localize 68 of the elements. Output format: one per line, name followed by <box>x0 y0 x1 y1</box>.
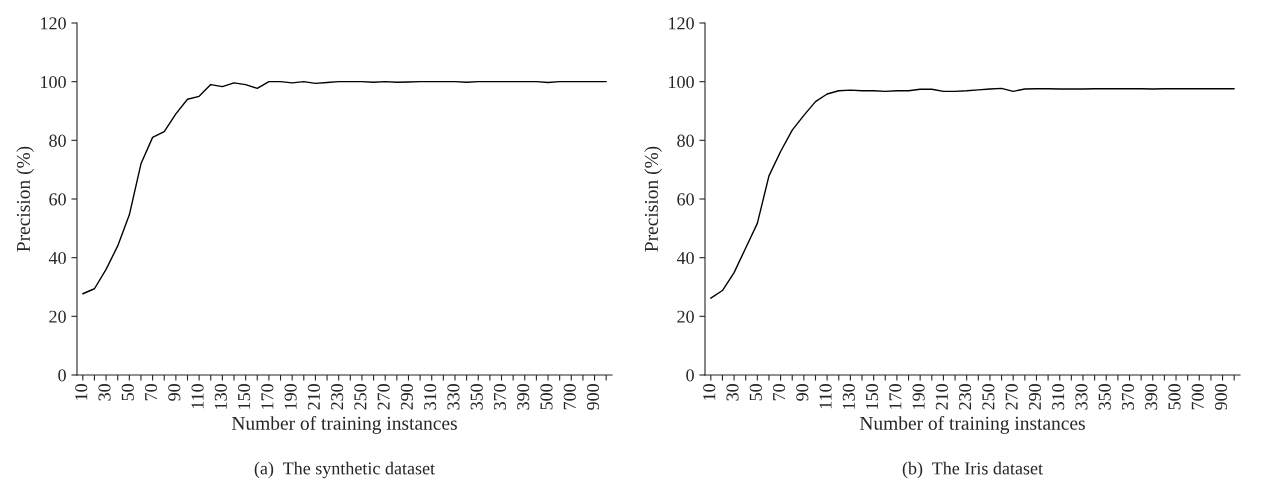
x-tick-label: 500 <box>540 384 553 410</box>
x-tick-label: 70 <box>772 384 786 401</box>
x-tick-label: 210 <box>307 384 320 410</box>
x-tick-label: 230 <box>959 384 972 410</box>
x-tick-label: 190 <box>284 384 297 409</box>
x-tick-label: 130 <box>214 384 227 409</box>
x-tick-label: 90 <box>168 384 181 401</box>
x-tick-label: 330 <box>447 384 460 410</box>
text: (a) The synthetic dataset <box>254 461 435 479</box>
x-tick-label: 50 <box>121 384 134 401</box>
x-tick-label: 330 <box>1075 384 1088 410</box>
x-tick-label: 700 <box>1191 384 1204 410</box>
x-tick-label: 310 <box>424 384 437 410</box>
y-tick-label: 0 <box>58 369 66 382</box>
x-tick-label: 390 <box>517 384 530 410</box>
x-tick-label: 30 <box>98 384 111 401</box>
x-tick-label: 370 <box>1121 384 1135 410</box>
x-tick-label: 370 <box>493 384 507 410</box>
x-tick-label: 310 <box>1052 384 1065 410</box>
y-tick-label: 120 <box>669 17 694 30</box>
text: (b) The Iris dataset <box>902 461 1043 479</box>
x-tick-label: 170 <box>889 384 902 409</box>
x-axis-title: Number of training instances <box>231 415 457 434</box>
x-tick-label: 350 <box>470 384 483 410</box>
x-tick-label: 290 <box>1028 384 1041 410</box>
y-tick-label: 20 <box>49 310 66 323</box>
line-series <box>82 80 607 295</box>
x-tick-label: 90 <box>796 384 809 401</box>
y-tick-label: 100 <box>41 75 66 89</box>
line-series <box>710 87 1235 299</box>
x-axis-title: Number of training instances <box>859 415 1085 434</box>
x-tick-label: 50 <box>749 384 762 401</box>
y-tick-label: 80 <box>49 134 66 147</box>
y-tick-label: 100 <box>669 75 694 89</box>
x-tick-label: 900 <box>586 384 600 410</box>
y-tick-label: 120 <box>41 17 66 30</box>
x-tick-label: 10 <box>75 384 88 400</box>
x-tick-label: 700 <box>563 384 576 410</box>
x-tick-label: 900 <box>1214 384 1228 410</box>
y-axis-title: Precision (%) <box>16 146 34 252</box>
x-tick-label: 150 <box>865 384 879 409</box>
x-tick-label: 270 <box>1005 384 1018 410</box>
y-tick-label: 60 <box>677 193 694 206</box>
x-tick-label: 270 <box>377 384 390 410</box>
x-tick-label: 70 <box>144 384 158 401</box>
x-tick-label: 390 <box>1145 384 1158 410</box>
x-tick-label: 230 <box>331 384 344 410</box>
y-tick-label: 20 <box>677 310 694 323</box>
x-tick-label: 130 <box>842 384 855 409</box>
x-tick-label: 10 <box>703 384 716 400</box>
y-tick-label: 40 <box>48 251 66 265</box>
y-axis-title: Precision (%) <box>644 146 662 252</box>
y-tick-label: 80 <box>677 134 694 147</box>
x-tick-label: 350 <box>1098 384 1111 410</box>
x-tick-label: 30 <box>726 384 739 401</box>
x-tick-label: 250 <box>354 384 367 410</box>
x-tick-label: 110 <box>819 384 832 409</box>
y-tick-label: 60 <box>49 193 66 206</box>
x-tick-label: 210 <box>935 384 948 410</box>
x-tick-label: 110 <box>191 384 204 409</box>
x-tick-label: 150 <box>237 384 251 409</box>
y-tick-label: 0 <box>686 369 694 382</box>
x-tick-label: 170 <box>261 384 274 409</box>
x-tick-label: 500 <box>1168 384 1181 410</box>
x-tick-label: 190 <box>912 384 925 409</box>
x-tick-label: 250 <box>982 384 995 410</box>
y-tick-label: 40 <box>676 251 694 265</box>
x-tick-label: 290 <box>400 384 413 410</box>
